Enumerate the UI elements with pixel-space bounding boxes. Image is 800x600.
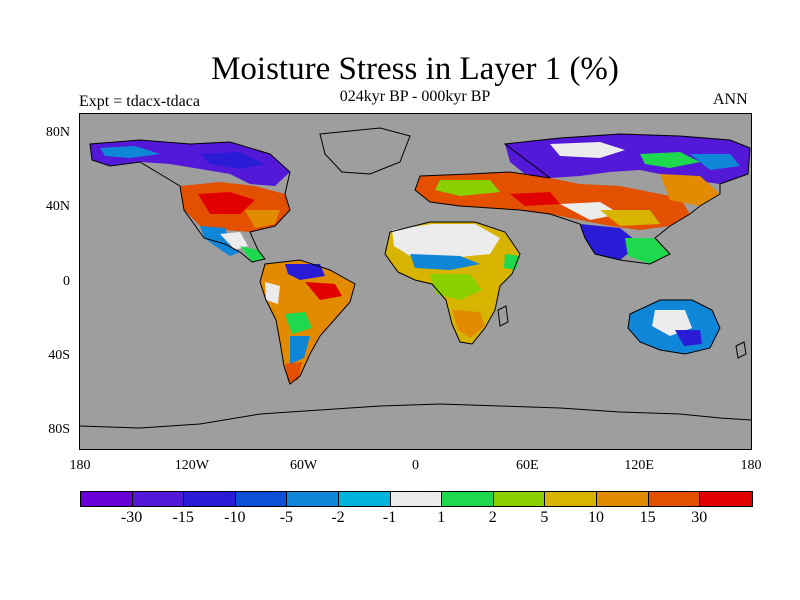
colorbar-label: 15 xyxy=(639,509,656,526)
colorbar-label: -30 xyxy=(120,509,143,526)
coastlines xyxy=(89,133,751,385)
colorbar-label: 1 xyxy=(437,509,446,526)
antarctica-coastline xyxy=(80,403,751,429)
australia-field xyxy=(628,300,720,354)
colorbar-swatch xyxy=(442,492,494,506)
africa-field xyxy=(385,222,520,344)
colorbar-swatch xyxy=(235,492,288,506)
lon-label: 120E xyxy=(624,458,654,473)
colorbar-label: -5 xyxy=(279,509,294,526)
colorbar-swatch xyxy=(545,492,597,506)
colorbar-label: -2 xyxy=(331,509,345,526)
map-panel xyxy=(79,113,752,450)
season-label: ANN xyxy=(713,91,748,108)
colorbar-label: -15 xyxy=(172,509,194,526)
colorbar-swatch xyxy=(390,492,443,506)
eurasia-field xyxy=(415,134,750,264)
greenland-outline xyxy=(319,127,411,175)
colorbar xyxy=(80,491,753,507)
colorbar-swatch xyxy=(338,492,391,506)
colorbar-swatch xyxy=(287,492,339,506)
colorbar-swatch xyxy=(648,492,701,506)
colorbar-label: 2 xyxy=(488,509,497,526)
north-america-field xyxy=(90,140,290,262)
colorbar-label: -1 xyxy=(382,509,397,526)
experiment-label: Expt = tdacx-tdaca xyxy=(79,93,200,110)
colorbar-swatch xyxy=(493,492,546,506)
lon-label: 60W xyxy=(290,458,318,473)
lat-label: 80N xyxy=(45,124,70,140)
world-map xyxy=(80,114,751,449)
colorbar-swatch xyxy=(132,492,185,506)
lon-label: 180 xyxy=(69,458,91,473)
colorbar-label: 10 xyxy=(588,509,604,526)
colorbar-swatch xyxy=(81,492,133,506)
colorbar-label: -10 xyxy=(224,509,246,526)
lon-label: 0 xyxy=(412,458,419,473)
lon-label: 180 xyxy=(740,458,762,473)
period-label: 024kyr BP - 000kyr BP xyxy=(339,88,491,105)
south-america-field xyxy=(260,260,355,384)
lat-label: 0 xyxy=(63,273,70,289)
colorbar-swatch xyxy=(596,492,649,506)
colorbar-swatch xyxy=(700,492,752,506)
colorbar-label: 5 xyxy=(540,509,549,526)
colorbar-label: 30 xyxy=(691,509,708,526)
lon-label: 120W xyxy=(174,458,209,473)
map-title: Moisture Stress in Layer 1 (%) xyxy=(211,51,619,87)
colorbar-swatch xyxy=(184,492,236,506)
lat-label: 40S xyxy=(48,347,70,363)
lon-label: 60E xyxy=(516,458,539,473)
lat-label: 40N xyxy=(45,199,70,215)
lat-label: 80S xyxy=(48,422,70,438)
